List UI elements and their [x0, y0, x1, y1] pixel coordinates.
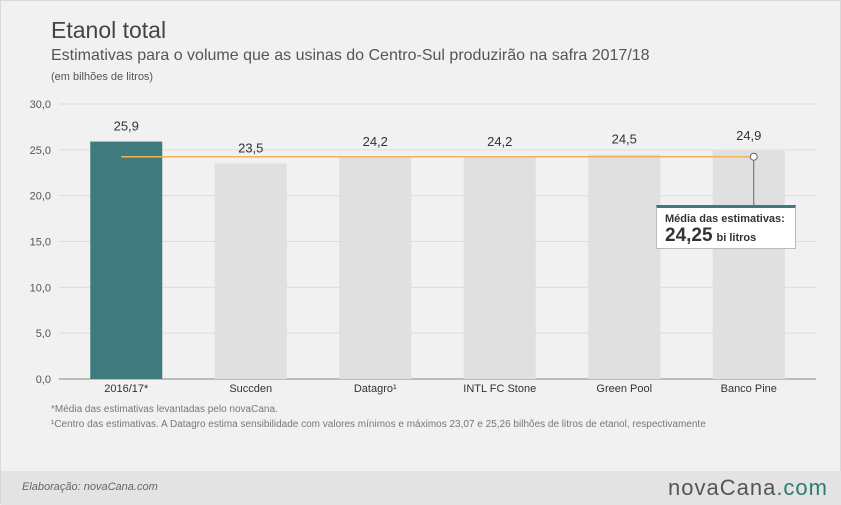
y-tick-label: 15,0 [30, 237, 51, 249]
footnotes: *Média das estimativas levantadas pelo n… [51, 403, 751, 433]
x-tick-label: Green Pool [596, 383, 652, 395]
bar [339, 157, 412, 379]
average-unit: bi litros [716, 232, 757, 244]
y-tick-label: 5,0 [36, 328, 51, 340]
x-tick-label: INTL FC Stone [463, 383, 536, 395]
brand-suffix: .com [776, 475, 828, 500]
footnote-1: *Média das estimativas levantadas pelo n… [51, 404, 278, 415]
average-value: 24,25 [665, 225, 713, 246]
bar [90, 141, 163, 379]
average-callout-value: 24,25 bi litros [665, 225, 787, 247]
data-label: 23,5 [238, 141, 263, 156]
brand-logo: novaCana.com [668, 475, 828, 501]
y-tick-label: 20,0 [30, 191, 51, 203]
y-tick-label: 10,0 [30, 282, 51, 294]
chart-subtitle: Estimativas para o volume que as usinas … [51, 47, 650, 64]
bar [588, 154, 661, 379]
bar [214, 163, 287, 379]
data-label: 25,9 [114, 119, 139, 134]
bar [712, 150, 785, 379]
chart-title: Etanol total [51, 17, 167, 43]
brand-name: novaCana [668, 475, 777, 500]
y-tick-label: 0,0 [36, 374, 51, 386]
data-label: 24,9 [736, 128, 761, 143]
x-tick-label: Datagro¹ [354, 383, 397, 395]
x-tick-label: 2016/17* [104, 383, 149, 395]
x-tick-label: Banco Pine [721, 383, 777, 395]
y-tick-label: 30,0 [30, 99, 51, 111]
data-label: 24,2 [363, 134, 388, 149]
credit-text: Elaboração: novaCana.com [22, 481, 158, 493]
bar [463, 157, 536, 379]
data-label: 24,5 [612, 131, 637, 146]
unit-note: (em bilhões de litros) [51, 71, 154, 83]
footer-bar: Elaboração: novaCana.com novaCana.com [1, 471, 841, 505]
data-label: 24,2 [487, 134, 512, 149]
average-marker [749, 152, 758, 161]
average-callout: Média das estimativas: 24,25 bi litros [656, 205, 796, 249]
x-tick-label: Succden [229, 383, 272, 395]
footnote-2: ¹Centro das estimativas. A Datagro estim… [51, 419, 706, 430]
average-callout-label: Média das estimativas: [665, 213, 785, 225]
bar-chart: 0,0 5,0 10,0 15,0 20,0 25,0 30,0 25,9 2016/17* 23… [30, 99, 816, 395]
y-tick-label: 25,0 [30, 145, 51, 157]
